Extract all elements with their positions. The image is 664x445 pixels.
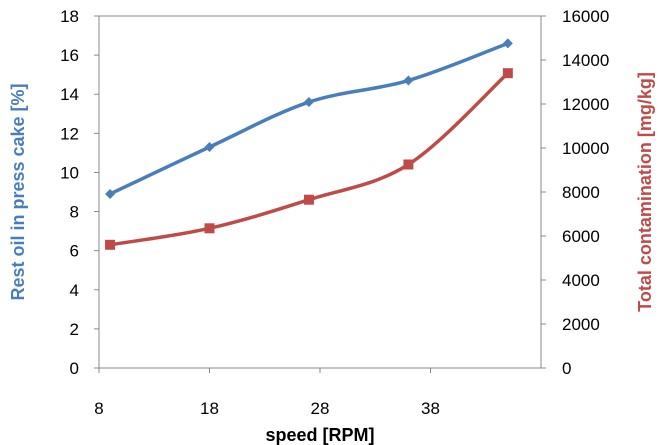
right-y-tick-label: 16000 (562, 7, 609, 26)
left-y-tick-label: 2 (70, 320, 79, 339)
right-y-axis-ticks: 0 2000 4000 6000 8000 10000 12000 14000 16000 (541, 7, 609, 378)
x-axis-ticks: 8 18 28 38 (94, 368, 440, 418)
rest-oil-data-point (303, 97, 314, 108)
right-y-tick-label: 2000 (562, 315, 600, 334)
left-y-tick-label: 14 (60, 85, 79, 104)
x-tick-label: 18 (200, 399, 219, 418)
left-y-tick-label: 12 (60, 124, 79, 143)
left-y-axis-title: Rest oil in press cake [%] (8, 83, 28, 300)
right-y-axis-title: Total contamination [mg/kg] (635, 72, 655, 312)
rest-oil-data-point (403, 75, 414, 86)
x-tick-label: 28 (311, 399, 330, 418)
left-y-axis-ticks: 0 2 4 6 8 10 12 14 16 18 (60, 7, 99, 378)
left-y-tick-label: 4 (70, 281, 79, 300)
right-y-tick-label: 4000 (562, 271, 600, 290)
x-axis-title: speed [RPM] (265, 425, 374, 445)
contamination-data-point (303, 194, 314, 205)
right-y-tick-label: 0 (562, 359, 571, 378)
right-y-tick-label: 14000 (562, 51, 609, 70)
rest-oil-data-point (204, 142, 215, 153)
contamination-data-point (403, 159, 414, 170)
left-y-tick-label: 18 (60, 7, 79, 26)
left-y-tick-label: 0 (70, 359, 79, 378)
contamination-data-point (105, 239, 116, 250)
right-y-tick-label: 12000 (562, 95, 609, 114)
x-tick-label: 8 (94, 399, 103, 418)
right-y-tick-label: 8000 (562, 183, 600, 202)
left-y-tick-label: 8 (70, 203, 79, 222)
right-y-tick-label: 6000 (562, 227, 600, 246)
series-layer (105, 38, 513, 250)
plot-area (98, 15, 542, 369)
rest-oil-data-point (502, 38, 513, 49)
left-y-tick-label: 6 (70, 242, 79, 261)
left-y-tick-label: 10 (60, 163, 79, 182)
contamination-data-point (502, 68, 513, 79)
x-tick-label: 38 (421, 399, 440, 418)
left-y-tick-label: 16 (60, 46, 79, 65)
contamination-data-point (204, 223, 215, 234)
rest-oil-data-point (105, 188, 116, 199)
right-y-tick-label: 10000 (562, 139, 609, 158)
